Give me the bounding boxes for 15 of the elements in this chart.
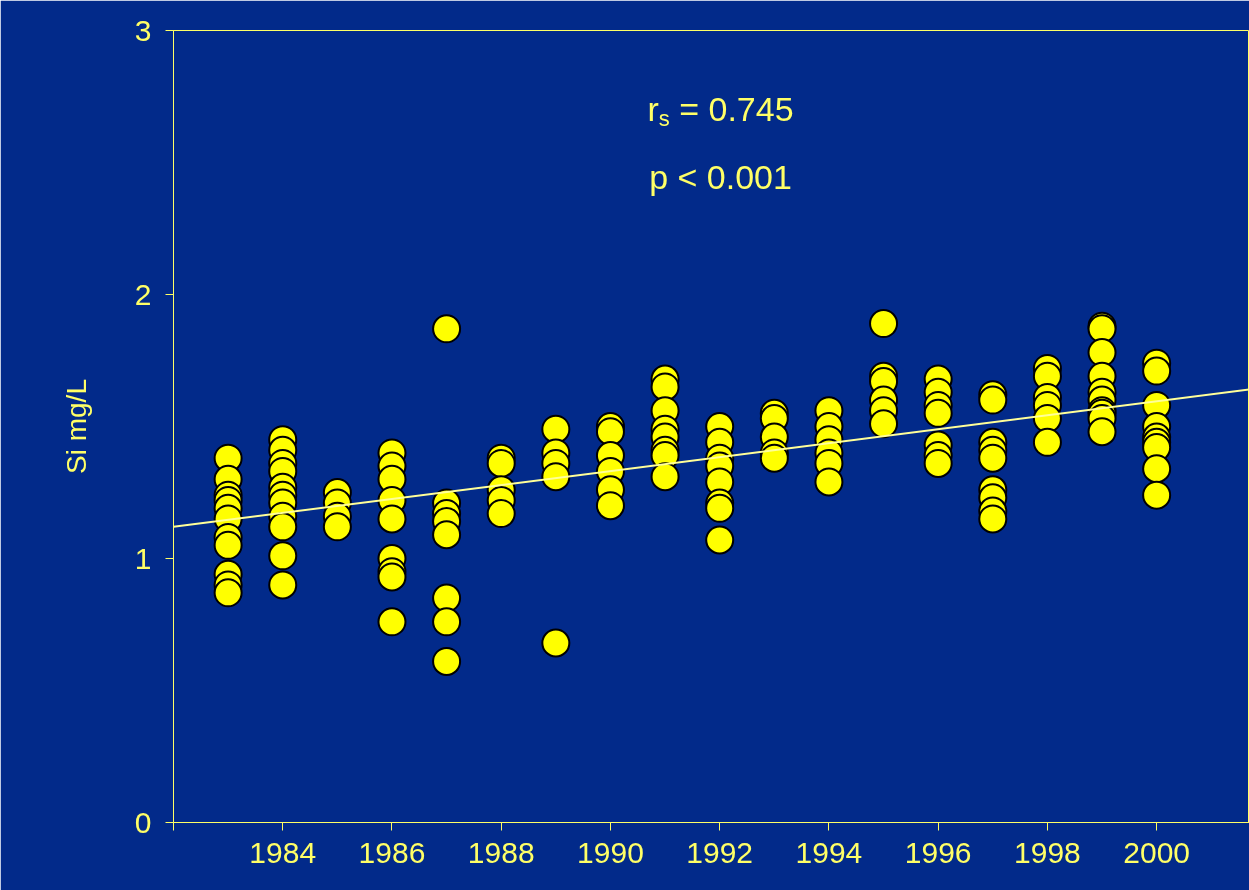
x-tick-label: 1988: [467, 835, 535, 869]
x-tick-label: 1986: [358, 835, 426, 869]
annotation: p < 0.001: [649, 157, 792, 196]
x-tick-label: 1998: [1014, 835, 1081, 869]
y-tick-label: 2: [134, 277, 152, 311]
x-tick-label: 2000: [1123, 835, 1191, 869]
y-axis-title: Si mg/L: [60, 379, 92, 474]
x-tick-label: 1992: [686, 835, 754, 869]
x-tick-label: 1984: [249, 835, 317, 869]
y-tick-label: 1: [134, 541, 152, 575]
x-tick-label: 1994: [795, 835, 863, 869]
x-tick-label: 1990: [577, 835, 644, 869]
y-tick-label: 3: [134, 13, 152, 47]
y-tick-label: 0: [134, 805, 152, 839]
x-tick-label: 1996: [904, 835, 972, 869]
